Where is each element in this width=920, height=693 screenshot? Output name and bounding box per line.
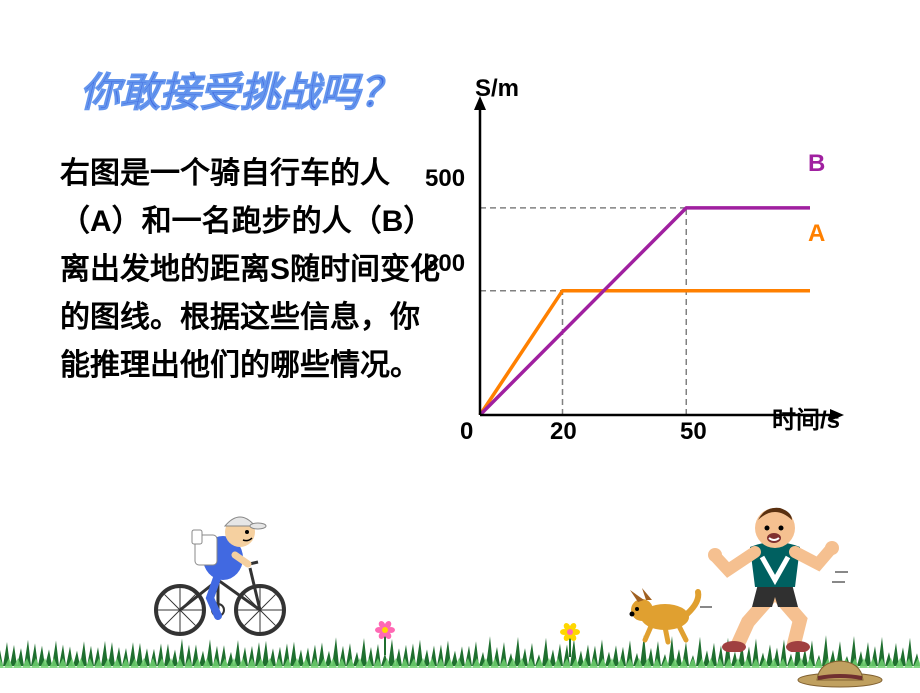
- flower-decoration-1: [370, 620, 400, 660]
- flower-decoration-2: [555, 622, 585, 662]
- cyclist-illustration: [140, 490, 310, 640]
- distance-time-chart: [440, 80, 860, 460]
- runner-illustration: [620, 502, 850, 652]
- problem-text: 右图是一个骑自行车的人 （A）和一名跑步的人（B）离出发地的距离S随时间变化的图…: [60, 150, 440, 390]
- hat-decoration: [795, 656, 885, 688]
- page-title: 你敢接受挑战吗？: [80, 60, 400, 118]
